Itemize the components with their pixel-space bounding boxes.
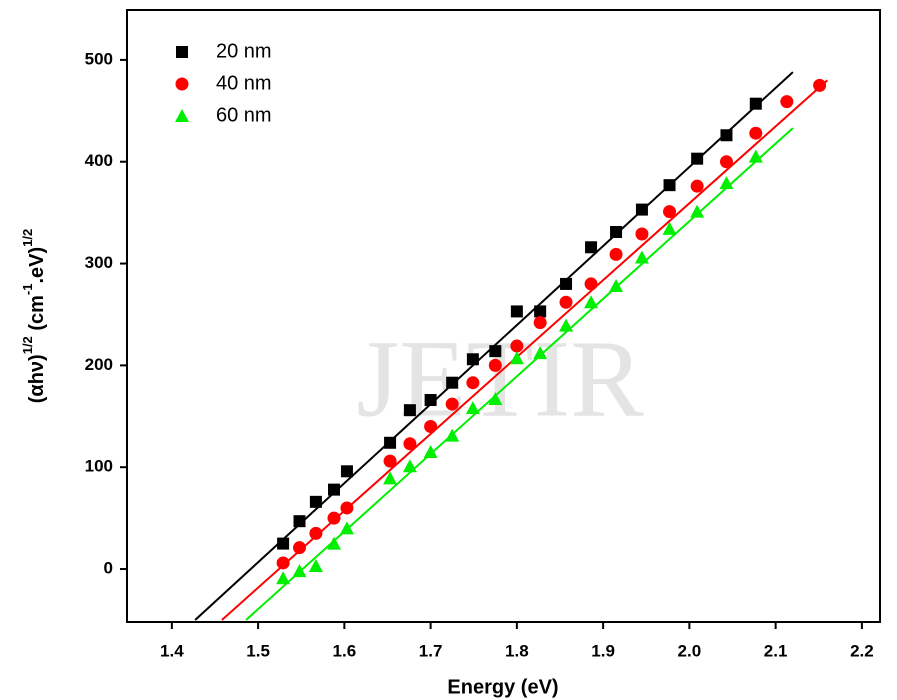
point xyxy=(719,155,733,169)
legend-label: 20 nm xyxy=(216,40,272,62)
legend-marker xyxy=(176,46,188,58)
point xyxy=(276,556,290,570)
superscript: 1/2 xyxy=(20,229,35,247)
point xyxy=(465,401,480,415)
superscript: 1/2 xyxy=(20,336,35,354)
point xyxy=(446,376,459,389)
plot-frame xyxy=(126,9,881,623)
point xyxy=(403,437,417,451)
point xyxy=(813,78,827,92)
point xyxy=(383,471,398,485)
point xyxy=(339,521,354,535)
point xyxy=(720,129,733,142)
point xyxy=(340,465,353,478)
y-tick-label: 500 xyxy=(85,49,113,68)
point xyxy=(533,346,548,360)
point xyxy=(308,558,323,572)
point xyxy=(327,536,342,550)
point xyxy=(402,459,417,473)
point xyxy=(424,394,437,407)
label-part: .eV) xyxy=(26,247,48,284)
point xyxy=(780,95,794,109)
y-tick-label: 300 xyxy=(85,253,113,272)
point xyxy=(584,277,598,291)
point xyxy=(488,391,503,405)
point xyxy=(510,339,524,353)
x-tick-label: 1.8 xyxy=(505,641,529,660)
point xyxy=(534,305,547,318)
superscript: -1 xyxy=(20,284,35,296)
point xyxy=(560,277,573,290)
legend-label: 40 nm xyxy=(216,72,272,94)
point xyxy=(609,247,623,261)
label-part: (cm xyxy=(26,295,48,336)
x-tick-label: 2.2 xyxy=(850,641,874,660)
point xyxy=(328,483,341,496)
point xyxy=(383,454,397,468)
point xyxy=(293,541,307,555)
point xyxy=(690,204,705,218)
legend-marker xyxy=(175,77,189,91)
point xyxy=(663,205,677,219)
point xyxy=(309,526,323,540)
point xyxy=(584,295,599,309)
y-tick-label: 0 xyxy=(104,559,113,578)
x-tick-label: 1.6 xyxy=(333,641,357,660)
fit-line xyxy=(221,79,829,621)
point xyxy=(635,227,649,241)
x-tick-label: 2.0 xyxy=(678,641,702,660)
y-tick-label: 100 xyxy=(85,457,113,476)
x-tick-label: 1.7 xyxy=(419,641,443,660)
point xyxy=(489,345,502,358)
point xyxy=(749,126,763,140)
point xyxy=(466,353,479,366)
fit-line xyxy=(245,127,794,621)
y-tick-label: 400 xyxy=(85,151,113,170)
y-axis-title: (αhν)1/2 (cm-1.eV)1/2 xyxy=(20,229,48,404)
point xyxy=(327,511,341,525)
point xyxy=(510,305,523,318)
point xyxy=(662,221,677,235)
point xyxy=(340,501,354,515)
x-axis-title: Energy (eV) xyxy=(447,676,558,698)
point xyxy=(749,97,762,110)
point xyxy=(634,250,649,264)
legend-label: 60 nm xyxy=(216,104,272,126)
point xyxy=(559,295,573,309)
point xyxy=(466,376,480,390)
point xyxy=(488,358,502,372)
point xyxy=(748,149,763,163)
label-part: (αhν) xyxy=(26,354,48,403)
point xyxy=(609,278,624,292)
point xyxy=(533,316,547,330)
x-tick-label: 1.9 xyxy=(591,641,615,660)
point xyxy=(276,571,291,585)
point xyxy=(384,436,397,449)
x-tick-label: 1.4 xyxy=(160,641,184,660)
point xyxy=(277,537,290,550)
point xyxy=(559,318,574,332)
legend-marker xyxy=(175,109,189,122)
y-tick-label: 200 xyxy=(85,355,113,374)
point xyxy=(424,419,438,433)
point xyxy=(690,179,704,193)
point xyxy=(663,179,676,192)
point xyxy=(585,241,598,254)
watermark: JETIR xyxy=(356,317,644,439)
point xyxy=(403,404,416,417)
point xyxy=(423,444,438,458)
point xyxy=(691,152,704,165)
x-tick-label: 2.1 xyxy=(764,641,788,660)
point xyxy=(445,397,459,411)
point xyxy=(635,203,648,216)
point xyxy=(509,351,524,365)
point xyxy=(293,515,306,528)
point xyxy=(610,225,623,238)
point xyxy=(309,495,322,508)
point xyxy=(292,564,307,578)
x-tick-label: 1.5 xyxy=(246,641,270,660)
point xyxy=(445,428,460,442)
point xyxy=(719,176,734,190)
